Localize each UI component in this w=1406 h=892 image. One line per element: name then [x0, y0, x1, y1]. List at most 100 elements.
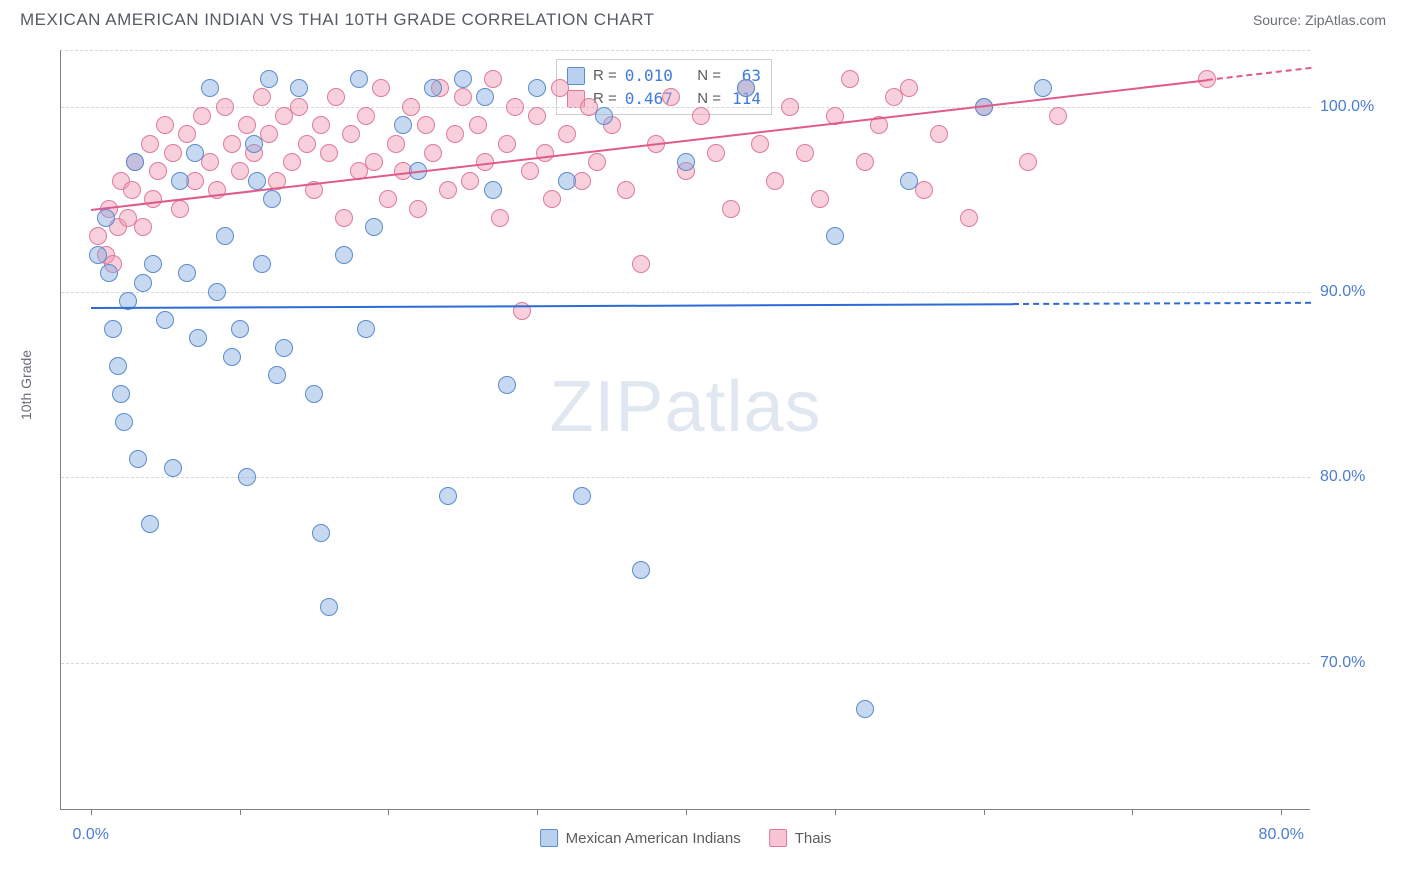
- data-point: [632, 255, 650, 273]
- data-point: [156, 311, 174, 329]
- data-point: [558, 172, 576, 190]
- data-point: [491, 209, 509, 227]
- data-point: [707, 144, 725, 162]
- data-point: [305, 385, 323, 403]
- data-point: [290, 98, 308, 116]
- data-point: [320, 144, 338, 162]
- data-point: [327, 88, 345, 106]
- trendline-extrapolated: [1013, 302, 1311, 305]
- x-tick-mark: [388, 809, 389, 815]
- data-point: [201, 153, 219, 171]
- data-point: [536, 144, 554, 162]
- data-point: [402, 98, 420, 116]
- data-point: [357, 107, 375, 125]
- data-point: [595, 107, 613, 125]
- data-point: [528, 79, 546, 97]
- x-tick-mark: [1132, 809, 1133, 815]
- data-point: [144, 190, 162, 208]
- data-point: [134, 274, 152, 292]
- swatch-blue-icon: [540, 829, 558, 847]
- y-tick-label: 90.0%: [1320, 283, 1400, 301]
- data-point: [290, 79, 308, 97]
- data-point: [558, 125, 576, 143]
- data-point: [498, 135, 516, 153]
- data-point: [109, 357, 127, 375]
- gridline: [61, 292, 1310, 293]
- data-point: [751, 135, 769, 153]
- data-point: [409, 200, 427, 218]
- data-point: [312, 524, 330, 542]
- data-point: [335, 246, 353, 264]
- data-point: [164, 144, 182, 162]
- data-point: [484, 70, 502, 88]
- data-point: [320, 598, 338, 616]
- data-point: [97, 209, 115, 227]
- x-tick-mark: [686, 809, 687, 815]
- data-point: [275, 339, 293, 357]
- watermark: ZIPatlas: [549, 366, 821, 448]
- data-point: [632, 561, 650, 579]
- data-point: [915, 181, 933, 199]
- data-point: [268, 366, 286, 384]
- chart-title: MEXICAN AMERICAN INDIAN VS THAI 10TH GRA…: [20, 10, 655, 30]
- data-point: [692, 107, 710, 125]
- data-point: [201, 79, 219, 97]
- data-point: [350, 70, 368, 88]
- data-point: [89, 246, 107, 264]
- data-point: [796, 144, 814, 162]
- data-point: [446, 125, 464, 143]
- data-point: [134, 218, 152, 236]
- data-point: [454, 70, 472, 88]
- data-point: [439, 487, 457, 505]
- data-point: [662, 88, 680, 106]
- data-point: [766, 172, 784, 190]
- data-point: [551, 79, 569, 97]
- data-point: [1034, 79, 1052, 97]
- trendline: [91, 303, 1014, 309]
- data-point: [208, 283, 226, 301]
- legend-item-pink: Thais: [769, 829, 832, 847]
- data-point: [424, 144, 442, 162]
- trendline-extrapolated: [1207, 67, 1311, 81]
- data-point: [722, 200, 740, 218]
- data-point: [461, 172, 479, 190]
- data-point: [216, 227, 234, 245]
- data-point: [298, 135, 316, 153]
- y-axis-label: 10th Grade: [18, 350, 34, 420]
- data-point: [737, 79, 755, 97]
- data-point: [357, 320, 375, 338]
- data-point: [178, 125, 196, 143]
- data-point: [498, 376, 516, 394]
- chart-plot-area: ZIPatlas R = 0.010 N = 63 R = 0.467 N = …: [60, 50, 1310, 810]
- data-point: [115, 413, 133, 431]
- data-point: [245, 135, 263, 153]
- x-tick-mark: [240, 809, 241, 815]
- data-point: [100, 264, 118, 282]
- data-point: [178, 264, 196, 282]
- data-point: [372, 79, 390, 97]
- data-point: [365, 153, 383, 171]
- data-point: [238, 468, 256, 486]
- x-tick-mark: [91, 809, 92, 815]
- data-point: [89, 227, 107, 245]
- x-tick-mark: [984, 809, 985, 815]
- legend-item-blue: Mexican American Indians: [540, 829, 741, 847]
- data-point: [439, 181, 457, 199]
- source-label: Source: ZipAtlas.com: [1253, 12, 1386, 28]
- y-tick-label: 70.0%: [1320, 654, 1400, 672]
- data-point: [189, 329, 207, 347]
- data-point: [126, 153, 144, 171]
- data-point: [379, 190, 397, 208]
- data-point: [283, 153, 301, 171]
- data-point: [342, 125, 360, 143]
- x-tick-label: 0.0%: [73, 826, 109, 844]
- data-point: [144, 255, 162, 273]
- data-point: [826, 227, 844, 245]
- data-point: [528, 107, 546, 125]
- data-point: [424, 79, 442, 97]
- gridline: [61, 107, 1310, 108]
- x-tick-mark: [537, 809, 538, 815]
- data-point: [312, 116, 330, 134]
- data-point: [238, 116, 256, 134]
- data-point: [260, 70, 278, 88]
